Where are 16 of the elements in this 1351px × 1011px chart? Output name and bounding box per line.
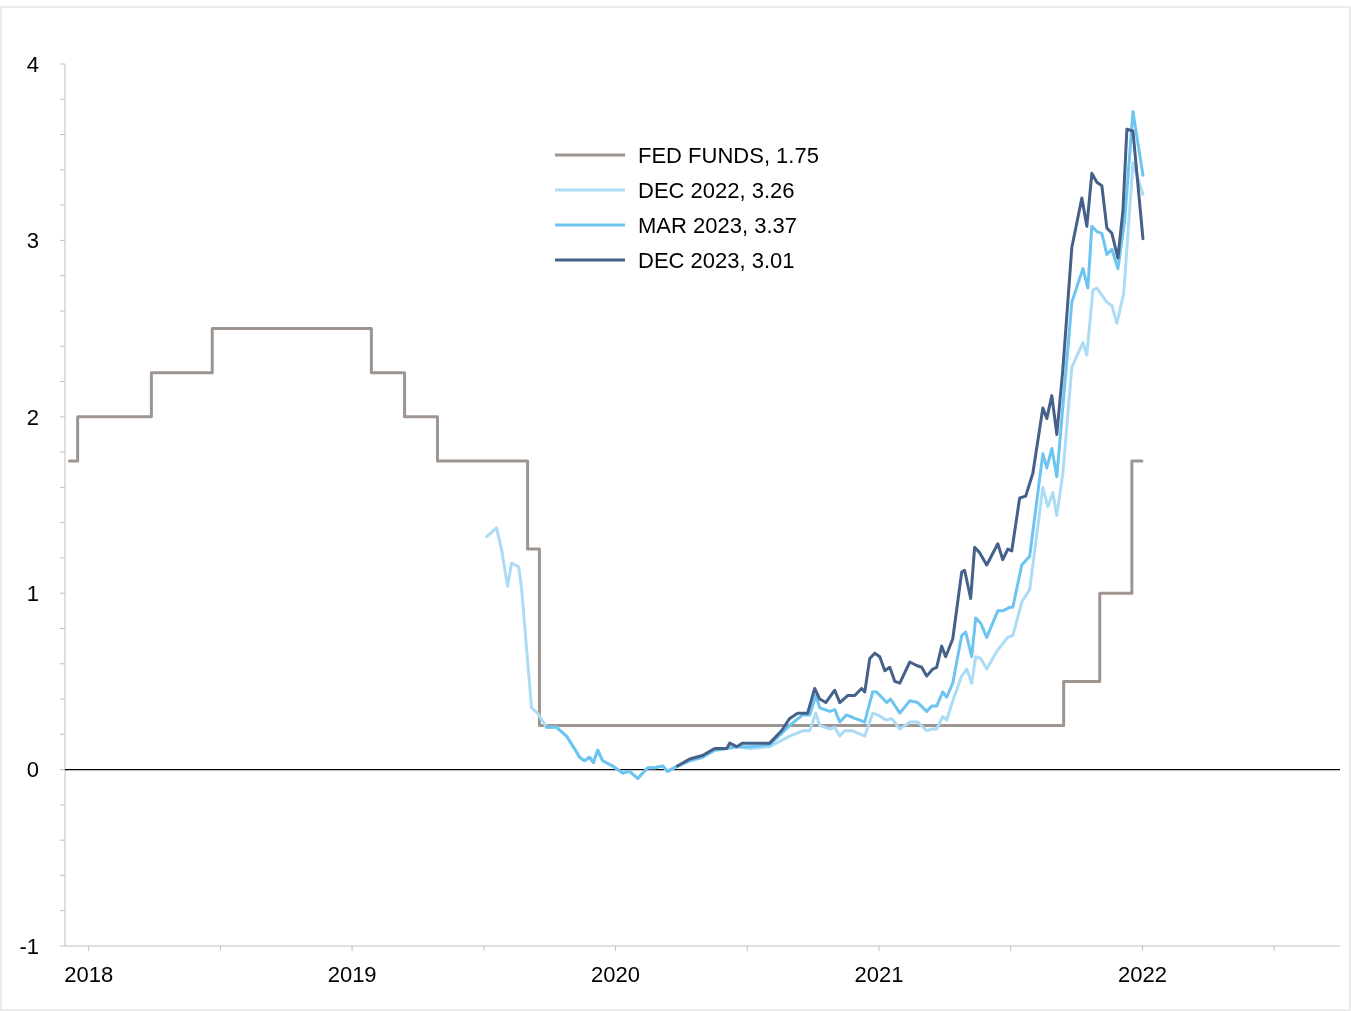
line-series: [545, 110, 1145, 780]
x-tick-label: 2019: [327, 962, 377, 987]
legend-label: DEC 2022, 3.26: [638, 177, 795, 203]
legend-label: MAR 2023, 3.37: [638, 212, 797, 238]
x-tick-label: 2020: [591, 962, 641, 987]
legend-label: FED FUNDS, 1.75: [638, 142, 819, 168]
y-tick-label: 4: [26, 51, 39, 77]
y-tick-label: 0: [26, 757, 39, 783]
legend-label: DEC 2023, 3.01: [638, 247, 795, 273]
y-tick-label: 3: [26, 228, 39, 254]
x-tick-label: 2018: [64, 962, 114, 987]
y-tick-label: 2: [26, 404, 39, 430]
x-tick-label: 2021: [854, 962, 904, 987]
y-tick-label: 1: [26, 580, 39, 606]
x-tick-label: 2022: [1117, 962, 1167, 987]
y-tick-label: -1: [19, 933, 39, 959]
